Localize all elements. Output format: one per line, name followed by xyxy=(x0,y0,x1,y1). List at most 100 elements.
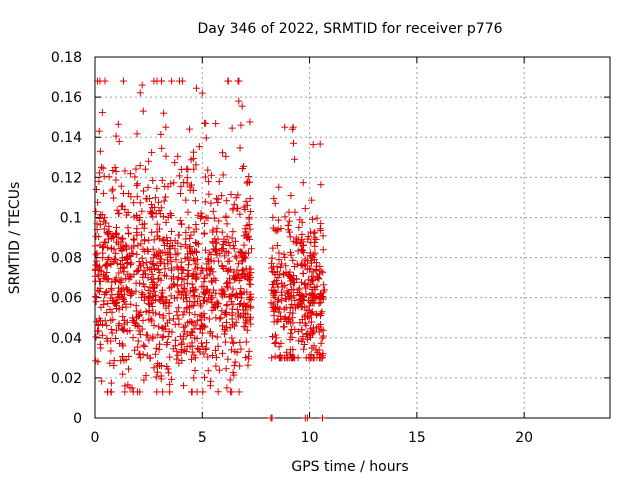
data-point xyxy=(206,315,213,322)
data-point xyxy=(113,133,120,140)
data-point xyxy=(173,308,180,315)
data-point xyxy=(311,234,318,241)
data-point xyxy=(119,295,126,302)
data-point xyxy=(133,182,140,189)
data-point xyxy=(112,177,119,184)
data-point xyxy=(177,243,184,250)
data-point xyxy=(320,281,327,288)
data-point xyxy=(92,242,99,249)
data-point xyxy=(109,186,116,193)
data-point xyxy=(168,78,175,85)
data-point xyxy=(272,339,279,346)
x-tick-label: 0 xyxy=(91,430,100,446)
data-point xyxy=(235,78,242,85)
data-point xyxy=(161,197,168,204)
data-point xyxy=(139,255,146,262)
data-point xyxy=(185,209,192,216)
data-point xyxy=(269,415,276,422)
data-point xyxy=(208,279,215,286)
data-point xyxy=(158,145,165,152)
data-point xyxy=(272,200,279,207)
data-point xyxy=(109,187,116,194)
data-point xyxy=(139,82,146,89)
data-point xyxy=(230,205,237,212)
data-point xyxy=(161,183,168,190)
data-point xyxy=(215,388,222,395)
data-point xyxy=(186,126,193,133)
data-point xyxy=(187,243,194,250)
data-point xyxy=(291,209,298,216)
data-point xyxy=(132,166,139,173)
data-point xyxy=(119,371,126,378)
data-point xyxy=(311,243,318,250)
data-point xyxy=(140,108,147,115)
data-point xyxy=(116,138,123,145)
data-point xyxy=(140,342,147,349)
data-point xyxy=(137,199,144,206)
data-point xyxy=(97,221,104,228)
data-point xyxy=(276,343,283,350)
data-point xyxy=(218,192,225,199)
data-point xyxy=(272,353,279,360)
data-point xyxy=(124,224,131,231)
data-point xyxy=(287,233,294,240)
data-point xyxy=(140,187,147,194)
data-point xyxy=(190,374,197,381)
data-point xyxy=(222,339,229,346)
data-point xyxy=(213,239,220,246)
data-point xyxy=(119,313,126,320)
data-point xyxy=(108,380,115,387)
y-tick-label: 0 xyxy=(73,411,82,427)
data-point xyxy=(232,253,239,260)
data-point xyxy=(299,231,306,238)
data-point xyxy=(208,172,215,179)
data-point xyxy=(93,298,100,305)
data-point xyxy=(300,346,307,353)
data-point xyxy=(228,191,235,198)
data-point xyxy=(232,359,239,366)
data-point xyxy=(145,158,152,165)
data-point xyxy=(115,121,122,128)
data-point xyxy=(193,85,200,92)
data-point xyxy=(189,281,196,288)
data-point xyxy=(229,228,236,235)
data-point xyxy=(318,340,325,347)
data-point xyxy=(204,215,211,222)
data-point xyxy=(131,173,138,180)
data-point xyxy=(151,236,158,243)
data-point xyxy=(159,177,166,184)
data-point xyxy=(231,362,238,369)
data-point xyxy=(93,186,100,193)
data-point xyxy=(196,143,203,150)
data-point xyxy=(96,128,103,135)
data-point xyxy=(268,354,275,361)
x-tick-label: 10 xyxy=(301,430,319,446)
data-point xyxy=(188,388,195,395)
data-point xyxy=(295,224,302,231)
data-point xyxy=(212,277,219,284)
data-point xyxy=(174,153,181,160)
data-point xyxy=(291,156,298,163)
y-tick-label: 0.18 xyxy=(51,50,82,66)
data-point xyxy=(203,214,210,221)
data-point xyxy=(317,141,324,148)
data-point xyxy=(246,266,253,273)
data-point xyxy=(212,314,219,321)
data-point xyxy=(213,354,220,361)
data-point xyxy=(141,343,148,350)
data-point xyxy=(203,339,210,346)
data-point xyxy=(159,388,166,395)
data-point xyxy=(281,124,288,131)
y-axis-label: SRMTID / TECUs xyxy=(7,182,23,295)
data-point xyxy=(172,321,179,328)
data-point xyxy=(134,193,141,200)
data-point xyxy=(183,166,190,173)
data-point xyxy=(235,98,242,105)
data-point xyxy=(201,374,208,381)
data-point xyxy=(155,323,162,330)
data-point xyxy=(137,89,144,96)
data-point xyxy=(160,333,167,340)
y-tick-label: 0.1 xyxy=(60,210,82,226)
data-point xyxy=(205,178,212,185)
data-point xyxy=(246,215,253,222)
